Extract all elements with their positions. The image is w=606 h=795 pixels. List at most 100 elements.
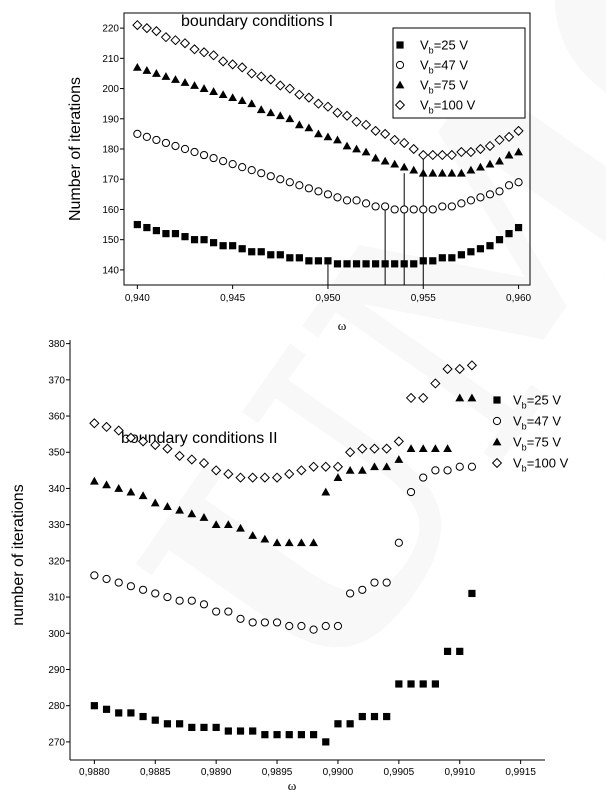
data-point	[361, 147, 371, 156]
data-point	[171, 230, 180, 238]
legend-marker	[395, 80, 405, 89]
data-point	[273, 731, 281, 739]
x-tick-label: 0,9900	[323, 767, 354, 778]
data-point	[227, 59, 238, 70]
data-point	[132, 19, 143, 31]
data-point	[514, 178, 523, 187]
data-point	[198, 47, 210, 58]
data-point	[430, 378, 441, 389]
data-point	[171, 75, 180, 83]
data-point	[285, 178, 294, 187]
data-point	[467, 393, 477, 402]
data-point	[237, 62, 248, 73]
x-tick-label: 0,9915	[505, 767, 536, 778]
data-point	[430, 444, 440, 453]
y-axis-label: number of iterations	[10, 484, 27, 625]
data-point	[249, 727, 257, 735]
data-point	[284, 468, 295, 480]
series-25v	[133, 220, 523, 268]
x-tick-label: 0,940	[125, 293, 150, 304]
data-point	[419, 680, 427, 688]
y-tick-label: 160	[102, 205, 119, 216]
data-point	[314, 257, 323, 265]
data-point	[180, 144, 190, 154]
chart-title: boundary conditions I	[181, 13, 333, 30]
data-point	[381, 443, 392, 454]
data-point	[114, 484, 124, 492]
data-point	[484, 140, 496, 152]
data-point	[352, 144, 361, 153]
data-point	[455, 462, 464, 471]
data-point	[333, 193, 342, 202]
data-point	[285, 731, 293, 739]
y-tick-label: 270	[48, 737, 65, 748]
series-47v	[133, 129, 523, 214]
data-point	[314, 187, 323, 196]
data-point	[247, 99, 257, 108]
data-point	[265, 74, 276, 85]
data-point	[199, 513, 209, 521]
data-point	[223, 520, 233, 529]
data-point	[190, 81, 199, 89]
data-point	[357, 443, 368, 454]
data-point	[209, 87, 218, 95]
data-point	[171, 141, 180, 151]
data-point	[271, 472, 283, 483]
data-point	[126, 487, 136, 496]
legend-label: Vb=100 V	[420, 98, 476, 116]
data-point	[456, 168, 466, 177]
y-tick-label: 290	[48, 665, 65, 676]
data-point	[309, 731, 318, 739]
y-tick-label: 300	[48, 629, 65, 640]
data-point	[260, 534, 270, 543]
legend-items: Vb=25 VVb=47 VVb=75 VVb=100 V	[491, 393, 569, 474]
data-point	[248, 248, 256, 256]
data-point	[143, 223, 151, 232]
data-point	[238, 163, 247, 172]
data-point	[228, 160, 237, 169]
data-point	[126, 582, 135, 591]
legend-box	[392, 27, 526, 119]
data-point	[465, 146, 477, 158]
y-tick-label: 170	[102, 175, 119, 186]
series-100v	[89, 360, 478, 483]
data-point	[309, 625, 318, 634]
data-point	[346, 720, 354, 728]
data-point	[410, 260, 418, 268]
chart-title: boundary conditions II	[121, 430, 278, 447]
data-point	[495, 156, 504, 165]
data-point	[200, 723, 208, 732]
data-point	[323, 190, 333, 199]
data-point	[294, 89, 305, 100]
x-axis-label: ω	[288, 778, 297, 793]
chart-boundary-conditions-2: boundary conditions II number of iterati…	[10, 339, 569, 793]
data-point	[138, 491, 148, 500]
y-tick-label: 280	[48, 701, 65, 712]
data-point	[334, 720, 342, 728]
legend-marker	[394, 99, 406, 111]
data-marks	[132, 19, 524, 268]
data-point	[323, 132, 333, 141]
data-point	[332, 107, 343, 118]
data-point	[150, 498, 160, 507]
legend: Vb=25 VVb=47 VVb=75 VVb=100 V	[392, 27, 526, 119]
data-point	[152, 227, 161, 235]
data-point	[163, 592, 172, 602]
data-point	[175, 596, 184, 605]
data-point	[399, 137, 410, 149]
data-point	[294, 120, 304, 129]
data-point	[418, 149, 429, 161]
data-point	[163, 502, 172, 510]
series-47v	[90, 462, 477, 634]
data-point	[475, 143, 486, 155]
data-point	[457, 251, 465, 259]
data-point	[295, 254, 303, 262]
series-100v	[132, 19, 524, 161]
data-point	[267, 251, 275, 259]
data-point	[176, 720, 184, 728]
data-point	[352, 260, 361, 268]
x-tick-label: 0,955	[411, 293, 436, 304]
data-point	[514, 223, 523, 232]
data-point	[321, 621, 330, 631]
data-point	[133, 129, 142, 138]
